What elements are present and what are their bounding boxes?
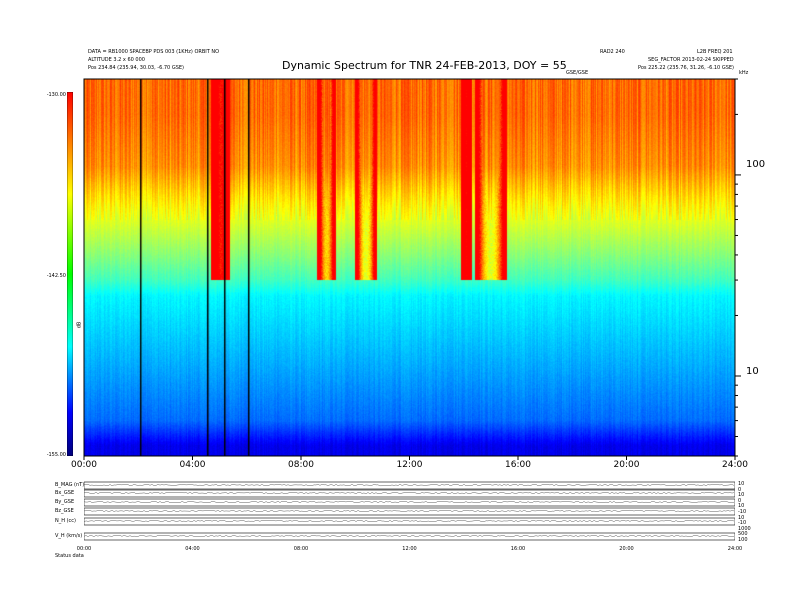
panel-trace (84, 491, 735, 495)
panel-trace (84, 509, 735, 513)
panel-trace (84, 519, 735, 523)
kHz-label: kHz (739, 70, 749, 76)
header-center-small: GSE/GSE (566, 70, 589, 76)
panel-right-label: -10 (738, 520, 747, 527)
panel-right-label: -10 (738, 509, 747, 515)
header-right-top-b: L2B FREQ 201 (697, 49, 733, 55)
panel-frame (84, 489, 735, 498)
parameter-panels (84, 481, 735, 541)
colorbar-tick-top: -130.00 (46, 92, 66, 98)
panel-time-label: 12:00 (402, 546, 417, 552)
x-tick-label: 16:00 (505, 460, 531, 470)
panel-time-label: 20:00 (619, 546, 634, 552)
header-line-3: Pos 234.84 (235.94, 30.03, -6.70 GSE) (88, 65, 184, 71)
panel-right-label: 1000 (738, 525, 751, 532)
panel-row-label: By_GSE (55, 499, 75, 505)
panel-right-label: 10 (738, 514, 745, 521)
panel-time-label: 04:00 (185, 546, 200, 552)
panel-right-label: 10 (738, 503, 745, 510)
panel-right-label: 10 (738, 481, 745, 487)
panel-row-label: N_H (cc) (55, 518, 76, 524)
panel-right-label: 0 (738, 497, 742, 504)
x-tick-label: 12:00 (396, 460, 423, 470)
panel-time-label: 08:00 (293, 546, 309, 552)
spectrum-heatmap (84, 79, 735, 456)
chart-title: Dynamic Spectrum for TNR 24-FEB-2013, DO… (282, 59, 567, 72)
panel-row-label: Bz_GSE (55, 508, 74, 514)
header-line-2: ALTITUDE 3.2 x 60 000 (88, 57, 145, 63)
panel-time-label: 24:00 (727, 546, 743, 552)
x-tick-label: 00:00 (71, 460, 97, 470)
header-right-line-3: Pos 225.22 (235.76, 31.26, -6.10 GSE) (638, 65, 734, 71)
panel-footer: Status data (55, 553, 84, 559)
panel-right-label: 100 (738, 537, 748, 543)
x-tick-label: 24:00 (722, 460, 748, 470)
colorbar-tick-mid: -142.50 (46, 273, 66, 279)
panel-row-label: Bx_GSE (55, 490, 75, 496)
panel-frame (84, 507, 735, 516)
y-tick-label-100: 100 (746, 159, 766, 170)
panel-frame (84, 517, 735, 526)
header-line-1: DATA = RB1000 SPACEBP PDS 003 (1KHz) ORB… (88, 49, 220, 55)
panel-trace (84, 534, 735, 538)
panel-frame (84, 481, 735, 490)
x-tick-label: 20:00 (613, 460, 640, 470)
panel-time-label: 00:00 (76, 546, 92, 552)
panel-frame (84, 498, 735, 507)
panel-trace (84, 500, 735, 504)
panel-right-label: 10 (738, 492, 745, 499)
panel-right-label: 0 (738, 486, 742, 493)
header-right-top-a: RAD2 240 (600, 49, 625, 55)
x-tick-label: 08:00 (288, 460, 314, 470)
panel-frame (84, 532, 735, 541)
panel-trace (84, 483, 735, 487)
colorbar (67, 92, 73, 456)
y-tick-label-10: 10 (746, 366, 759, 377)
panel-time-label: 16:00 (510, 546, 526, 552)
panel-right-label: 500 (738, 531, 748, 538)
colorbar-tick-bottom: -155.00 (46, 452, 66, 458)
panel-row-label: B_MAG (nT) (55, 482, 85, 488)
x-tick-label: 04:00 (179, 460, 206, 470)
panel-row-label: V_H (km/s) (55, 533, 83, 539)
header-right-line-2: SEG_FACTOR 2013-02-24 SKIPPED (648, 57, 734, 63)
